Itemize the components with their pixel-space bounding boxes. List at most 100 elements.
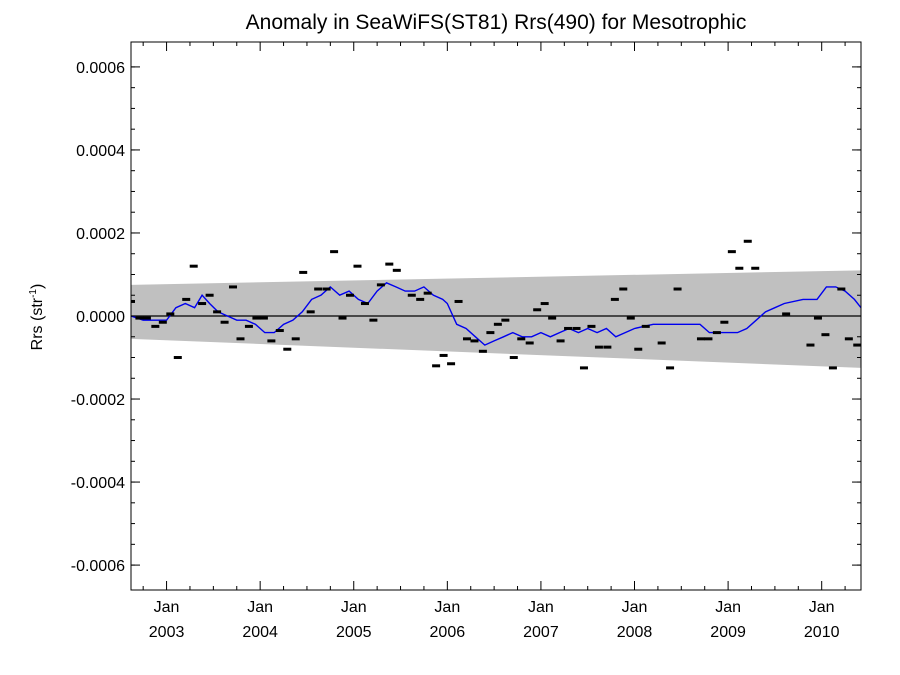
- x-tick-label-month: Jan: [434, 599, 460, 616]
- data-point: [626, 316, 635, 320]
- data-point: [462, 337, 471, 341]
- data-point: [338, 316, 347, 320]
- data-point: [198, 302, 207, 306]
- x-tick-label-year: 2009: [710, 624, 746, 641]
- y-tick-label: -0.0004: [71, 475, 125, 492]
- x-tick-label-month: Jan: [154, 599, 180, 616]
- smoothed-series-line: [131, 281, 861, 346]
- data-point: [432, 364, 441, 368]
- data-point: [533, 308, 542, 312]
- data-point: [142, 316, 151, 320]
- data-point: [259, 316, 268, 320]
- x-tick-label-month: Jan: [247, 599, 273, 616]
- data-point: [267, 339, 276, 343]
- data-point: [360, 302, 369, 306]
- data-point: [517, 337, 526, 341]
- data-point: [135, 316, 144, 320]
- x-tick-label-year: 2010: [804, 624, 840, 641]
- data-point: [610, 297, 619, 301]
- data-point: [501, 318, 510, 322]
- x-tick-label-month: Jan: [341, 599, 367, 616]
- data-point: [385, 262, 394, 266]
- data-point: [837, 287, 846, 291]
- data-point: [594, 345, 603, 349]
- x-tick-label-year: 2004: [242, 624, 278, 641]
- data-point: [244, 324, 253, 328]
- data-point: [229, 285, 238, 289]
- data-point: [283, 347, 292, 351]
- data-point: [322, 287, 331, 291]
- data-point: [189, 264, 198, 268]
- data-point: [213, 310, 222, 314]
- y-tick-label: 0.0006: [76, 60, 125, 77]
- data-point: [346, 293, 354, 297]
- data-point: [151, 324, 160, 328]
- data-point: [314, 287, 323, 291]
- data-point: [369, 318, 378, 322]
- data-point: [720, 320, 729, 324]
- data-point: [782, 312, 791, 316]
- x-tick-label-month: Jan: [528, 599, 554, 616]
- data-point: [828, 366, 837, 370]
- data-point: [548, 316, 557, 320]
- data-point: [673, 287, 682, 291]
- x-tick-label-month: Jan: [715, 599, 741, 616]
- data-point: [447, 362, 456, 366]
- x-tick-label-year: 2006: [430, 624, 466, 641]
- data-point: [509, 356, 518, 360]
- data-point: [572, 326, 581, 330]
- data-point: [813, 316, 822, 320]
- data-point: [641, 324, 650, 328]
- data-point: [470, 339, 479, 343]
- data-point: [556, 339, 565, 343]
- data-point: [853, 343, 861, 347]
- data-point: [439, 353, 448, 357]
- data-point: [657, 341, 666, 345]
- data-point: [564, 326, 573, 330]
- data-point: [806, 343, 815, 347]
- data-point: [291, 337, 300, 341]
- data-point: [603, 345, 612, 349]
- data-point: [619, 287, 628, 291]
- data-point: [158, 320, 167, 324]
- data-point: [376, 283, 385, 287]
- y-tick-label: -0.0002: [71, 392, 125, 409]
- data-point: [634, 347, 643, 351]
- data-point: [587, 324, 596, 328]
- data-point: [727, 250, 736, 254]
- y-tick-label: 0.0004: [76, 143, 125, 160]
- data-point: [407, 293, 416, 297]
- data-point: [821, 333, 830, 337]
- x-tick-label-year: 2008: [617, 624, 653, 641]
- data-point: [131, 299, 135, 303]
- data-point: [735, 266, 744, 270]
- data-point: [306, 310, 315, 314]
- data-point: [182, 297, 191, 301]
- y-axis-label: Rrs (str-1): [28, 284, 46, 351]
- data-point: [743, 239, 752, 243]
- x-tick-label-year: 2007: [523, 624, 559, 641]
- data-point: [299, 270, 308, 274]
- y-tick-label: 0.0000: [76, 309, 125, 326]
- data-point: [173, 356, 182, 360]
- data-point: [275, 329, 284, 333]
- data-point: [205, 293, 214, 297]
- data-point: [423, 291, 432, 295]
- data-point: [454, 299, 463, 303]
- y-tick-label: -0.0006: [71, 558, 125, 575]
- y-axis-label-main: Rrs (str: [29, 297, 46, 350]
- data-point: [696, 337, 705, 341]
- data-point: [751, 266, 760, 270]
- x-tick-label-month: Jan: [622, 599, 648, 616]
- data-point: [666, 366, 675, 370]
- data-point: [416, 297, 425, 301]
- data-point: [330, 250, 339, 254]
- chart-title: Anomaly in SeaWiFS(ST81) Rrs(490) for Me…: [246, 11, 747, 34]
- data-point: [486, 331, 495, 335]
- data-point: [525, 341, 534, 345]
- data-point: [540, 302, 549, 306]
- data-point: [166, 312, 175, 316]
- x-tick-label-year: 2005: [336, 624, 372, 641]
- data-point: [252, 316, 261, 320]
